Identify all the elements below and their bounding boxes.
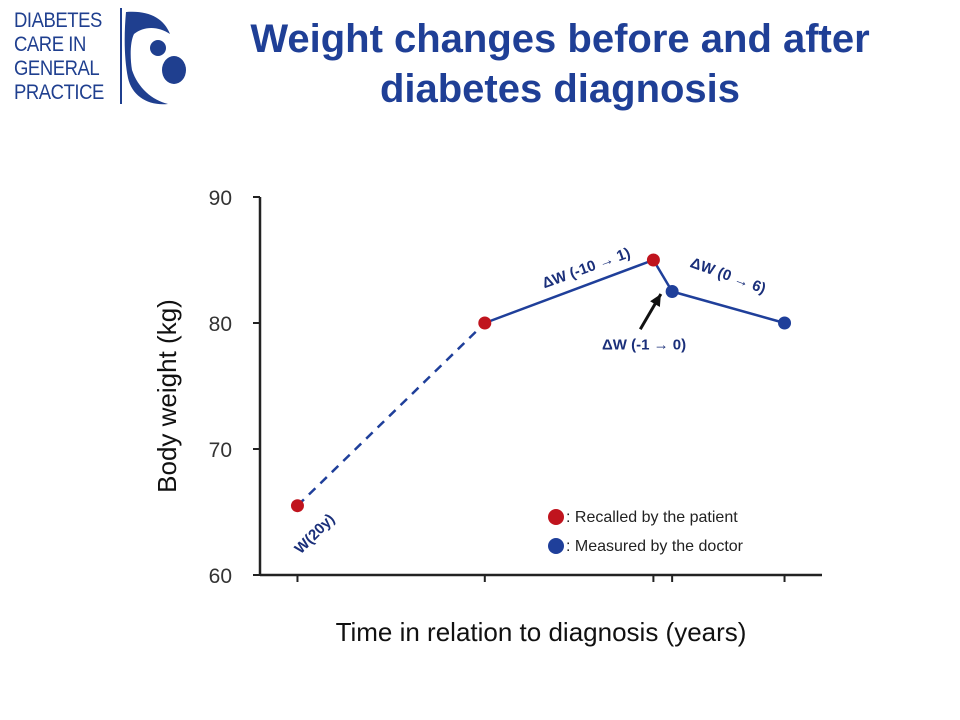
logo-mark-icon bbox=[120, 8, 186, 105]
data-points bbox=[290, 253, 792, 513]
logo-text-line: GENERAL bbox=[14, 57, 100, 80]
annotation-arrow bbox=[638, 293, 663, 331]
page-title: Weight changes before and after diabetes… bbox=[250, 17, 870, 111]
data-point bbox=[665, 285, 679, 298]
y-tick-label: 70 bbox=[209, 439, 232, 462]
annotation-label: ΔW (0 → 6) bbox=[688, 254, 768, 297]
legend-marker-measured bbox=[548, 538, 564, 554]
x-axis-label: Time in relation to diagnosis (years) bbox=[336, 617, 747, 647]
legend-label-recalled: : Recalled by the patient bbox=[566, 509, 738, 526]
y-axis-label: Body weight (kg) bbox=[152, 299, 182, 493]
legend-label-measured: : Measured by the doctor bbox=[566, 538, 744, 555]
series-lines bbox=[296, 258, 785, 507]
y-tick-label: 60 bbox=[209, 565, 232, 588]
chart-axes bbox=[253, 196, 822, 582]
y-tick-label: 80 bbox=[209, 313, 232, 336]
data-point bbox=[478, 316, 492, 330]
logo-text-line: CARE IN bbox=[14, 33, 86, 56]
annotation-label: ΔW (-1 → 0) bbox=[602, 336, 686, 353]
arrow-head bbox=[650, 294, 661, 307]
series-segment bbox=[484, 258, 654, 325]
logo-text-line: PRACTICE bbox=[14, 81, 104, 104]
logo: DIABETES CARE IN GENERAL PRACTICE bbox=[0, 0, 200, 120]
y-tick-labels: 60 70 80 90 bbox=[209, 187, 232, 588]
legend: : Recalled by the patient : Measured by … bbox=[548, 509, 744, 555]
logo-text-line: DIABETES bbox=[14, 9, 102, 32]
annotation-label: W(20y) bbox=[291, 511, 338, 558]
data-point bbox=[290, 499, 304, 513]
series-segment bbox=[296, 322, 486, 507]
y-tick-label: 90 bbox=[209, 187, 232, 210]
series-segment bbox=[671, 290, 785, 325]
data-point bbox=[778, 316, 792, 330]
legend-marker-recalled bbox=[548, 509, 564, 525]
data-point bbox=[646, 253, 660, 267]
